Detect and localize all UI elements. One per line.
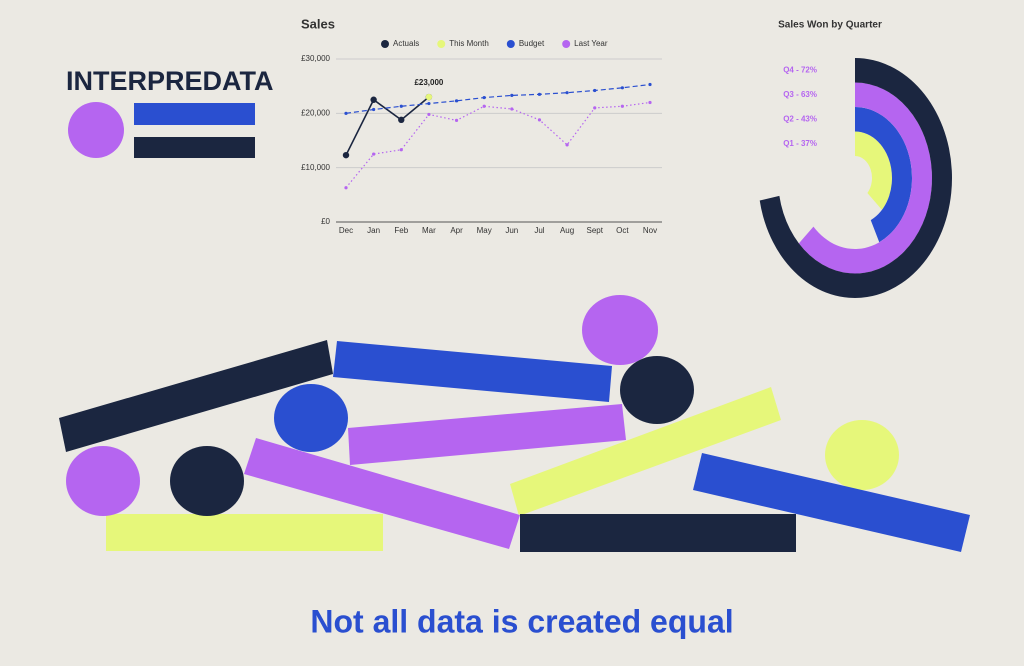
series-line — [345, 96, 430, 156]
data-point — [372, 107, 376, 112]
data-point — [482, 95, 486, 100]
x-tick-label: Jun — [505, 226, 518, 235]
data-point — [370, 96, 377, 103]
legend-marker — [381, 40, 389, 48]
radial-bar — [855, 107, 912, 243]
shape — [106, 514, 383, 551]
data-point — [510, 107, 514, 111]
decoration — [59, 295, 970, 552]
data-point — [427, 112, 431, 117]
x-tick-label: May — [477, 226, 492, 235]
x-tick-label: Dec — [339, 226, 353, 235]
category-label: Q2 - 43% — [783, 114, 817, 123]
data-point — [593, 88, 597, 93]
y-tick-label: £10,000 — [301, 163, 330, 172]
radial-bar — [855, 131, 893, 210]
data-point — [454, 99, 459, 103]
legend-label: Last Year — [574, 39, 608, 48]
shape — [520, 514, 796, 552]
data-point — [565, 91, 569, 95]
data-point — [537, 92, 542, 96]
data-point — [565, 143, 569, 147]
data-point — [482, 104, 486, 108]
shape — [510, 387, 781, 516]
x-tick-label: Oct — [616, 226, 629, 235]
logo-circle — [68, 102, 124, 158]
data-point — [399, 104, 403, 108]
x-tick-label: Feb — [394, 226, 408, 235]
x-tick-label: Aug — [560, 226, 574, 235]
x-tick-label: Mar — [422, 226, 436, 235]
shape — [59, 340, 333, 452]
series-line — [345, 101, 651, 189]
data-point — [344, 186, 348, 190]
shape — [66, 446, 140, 516]
shape — [825, 420, 899, 490]
y-tick-label: £30,000 — [301, 54, 330, 63]
shape — [693, 453, 970, 552]
y-tick-label: £20,000 — [301, 108, 330, 117]
logo-bar — [134, 137, 255, 158]
data-point — [425, 93, 433, 101]
data-point — [454, 118, 459, 122]
data-point — [510, 93, 514, 98]
data-point — [399, 148, 403, 152]
legend-marker — [506, 40, 515, 48]
data-label: £23,000 — [414, 78, 443, 87]
data-point — [398, 116, 405, 124]
legend-marker — [437, 40, 446, 48]
category-label: Q3 - 63% — [783, 90, 817, 99]
radial-bar — [798, 82, 932, 274]
shape — [582, 295, 658, 365]
data-point — [648, 82, 652, 87]
shape — [170, 446, 244, 516]
shape — [333, 341, 612, 402]
x-tick-label: Apr — [450, 226, 463, 235]
chart-title: Sales — [301, 16, 335, 31]
category-label: Q4 - 72% — [783, 65, 817, 74]
logo-bar — [134, 103, 255, 125]
x-tick-label: Sept — [586, 226, 603, 235]
data-point — [342, 151, 350, 159]
legend-label: This Month — [449, 39, 489, 48]
series-line — [345, 83, 651, 114]
legend-marker — [562, 40, 571, 48]
x-tick-label: Jul — [534, 226, 544, 235]
x-tick-label: Jan — [367, 226, 380, 235]
category-label: Q1 - 37% — [783, 139, 817, 148]
data-point — [648, 100, 652, 105]
legend-label: Actuals — [393, 39, 419, 48]
logo-text: INTERPREDATA — [66, 66, 274, 96]
shape — [244, 438, 520, 549]
legend-label: Budget — [519, 39, 545, 48]
data-point — [620, 104, 624, 108]
data-point — [427, 101, 431, 106]
shape — [274, 384, 348, 452]
tagline: Not all data is created equal — [310, 603, 733, 639]
data-point — [344, 111, 348, 115]
data-point — [593, 106, 597, 110]
data-point — [620, 86, 624, 90]
data-point — [537, 118, 542, 122]
shape — [348, 404, 626, 465]
data-point — [372, 152, 376, 156]
chart-title: Sales Won by Quarter — [778, 20, 882, 31]
x-tick-label: Nov — [643, 226, 657, 235]
shape — [620, 356, 694, 424]
y-tick-label: £0 — [321, 217, 330, 226]
